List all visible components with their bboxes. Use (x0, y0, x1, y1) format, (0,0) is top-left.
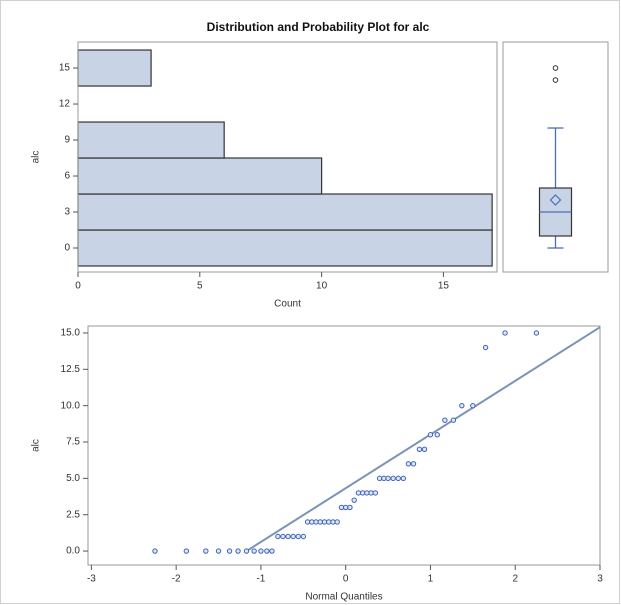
point (502, 330, 508, 336)
x-tick-label: 2 (512, 574, 518, 585)
outlier (552, 77, 559, 83)
y-tick-label: 2.5 (66, 509, 80, 520)
x-tick-label: 0 (75, 281, 81, 292)
point (264, 548, 270, 554)
x-tick-label: -2 (172, 574, 181, 585)
y-tick-label: 6 (64, 171, 70, 182)
bar (77, 121, 225, 159)
plot-frame (77, 41, 498, 273)
point (258, 548, 264, 554)
point (416, 446, 423, 452)
point (334, 519, 340, 525)
y-tick-label: 0 (64, 243, 70, 254)
point (183, 548, 190, 554)
y-tick-label: 10.0 (61, 400, 81, 411)
x-axis-label: Count (274, 299, 301, 310)
point (395, 475, 401, 482)
y-tick-label: 15 (59, 63, 71, 74)
bar (77, 193, 493, 231)
y-tick-label: 0.0 (66, 546, 80, 557)
point (442, 417, 448, 423)
point (215, 548, 222, 554)
bar (77, 157, 323, 195)
mean-marker (549, 194, 562, 206)
point (434, 432, 440, 438)
y-tick-label: 5.0 (66, 473, 80, 484)
y-tick-label: 12.5 (61, 364, 81, 375)
point (285, 533, 291, 540)
y-tick-label: 7.5 (66, 437, 80, 448)
point (372, 490, 379, 496)
x-tick-label: 10 (316, 281, 328, 292)
x-tick-label: 0 (343, 574, 349, 585)
x-tick-label: 15 (438, 281, 450, 292)
point (251, 548, 257, 554)
bar (77, 49, 152, 87)
reference-line (245, 326, 601, 552)
x-tick-label: -1 (256, 574, 265, 585)
point (351, 497, 357, 503)
point (152, 548, 158, 554)
x-tick-label: 3 (597, 574, 603, 585)
x-tick-label: 1 (428, 574, 434, 585)
point (482, 344, 489, 351)
y-axis-label: alc (31, 439, 42, 452)
point (385, 475, 391, 482)
point (243, 548, 250, 554)
point (275, 533, 281, 540)
point (450, 417, 457, 423)
x-axis-label: Normal Quantiles (305, 592, 382, 603)
point (280, 533, 286, 540)
point (269, 548, 275, 554)
y-tick-label: 15.0 (61, 328, 81, 339)
point (226, 548, 233, 554)
outlier (552, 65, 559, 71)
plot-frame (502, 41, 609, 273)
point (533, 330, 540, 336)
point (203, 548, 209, 554)
point (410, 461, 417, 467)
point (290, 533, 296, 540)
point (427, 432, 434, 438)
point (300, 533, 307, 540)
y-tick-label: 3 (64, 207, 70, 218)
chart-title: Distribution and Probability Plot for al… (207, 20, 430, 34)
bar (77, 229, 493, 267)
x-tick-label: -3 (87, 574, 96, 585)
point (421, 446, 428, 452)
y-axis-label: alc (31, 151, 42, 164)
point (405, 461, 412, 467)
y-tick-label: 12 (59, 99, 71, 110)
point (459, 402, 465, 409)
point (400, 475, 407, 482)
point (347, 504, 353, 511)
plot-frame (87, 325, 601, 566)
point (390, 475, 396, 482)
x-tick-label: 5 (197, 281, 203, 292)
point (470, 402, 476, 409)
point (295, 533, 301, 540)
point (235, 548, 241, 554)
y-tick-label: 9 (64, 135, 70, 146)
